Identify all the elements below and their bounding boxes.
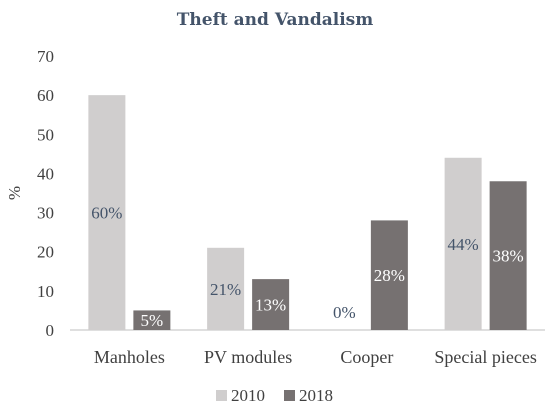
data-label: 0% bbox=[333, 303, 356, 322]
bar-2010 bbox=[444, 157, 482, 330]
data-label: 21% bbox=[210, 280, 241, 299]
y-tick-label: 60 bbox=[37, 86, 54, 105]
data-label: 44% bbox=[448, 235, 479, 254]
y-tick-label: 40 bbox=[37, 164, 54, 183]
category-label: Manholes bbox=[94, 347, 165, 367]
y-axis: 0 10 20 30 40 50 60 70 bbox=[37, 47, 54, 340]
legend: 2010 2018 bbox=[216, 386, 333, 405]
data-label: 5% bbox=[141, 311, 164, 330]
data-label: 28% bbox=[374, 266, 405, 285]
data-label: 13% bbox=[255, 296, 286, 315]
x-axis: Manholes PV modules Cooper Special pieces bbox=[94, 347, 537, 367]
data-label: 60% bbox=[91, 204, 122, 223]
legend-swatch bbox=[284, 390, 295, 401]
data-label: 38% bbox=[493, 247, 524, 266]
y-tick-label: 50 bbox=[37, 125, 54, 144]
bar-2018 bbox=[489, 181, 527, 330]
y-tick-label: 10 bbox=[37, 282, 54, 301]
y-tick-label: 30 bbox=[37, 204, 54, 223]
category-label: Cooper bbox=[340, 347, 393, 367]
bars bbox=[88, 95, 527, 331]
legend-swatch bbox=[216, 390, 227, 401]
bar-2018 bbox=[133, 310, 171, 330]
bar-2010 bbox=[88, 95, 126, 331]
chart-title: Theft and Vandalism bbox=[177, 10, 373, 30]
bar-2018 bbox=[252, 279, 290, 330]
category-label: PV modules bbox=[204, 347, 292, 367]
legend-label: 2010 bbox=[231, 386, 265, 405]
legend-label: 2018 bbox=[299, 386, 333, 405]
bar-2010 bbox=[207, 247, 245, 330]
y-tick-label: 20 bbox=[37, 243, 54, 262]
category-label: Special pieces bbox=[434, 347, 536, 367]
y-tick-label: 0 bbox=[46, 321, 55, 340]
y-tick-label: 70 bbox=[37, 47, 54, 66]
y-axis-label: % bbox=[5, 186, 24, 200]
bar-2018 bbox=[370, 220, 408, 330]
data-labels: 60% 5% 21% 13% 0% 28% 44% 38% bbox=[91, 204, 523, 331]
